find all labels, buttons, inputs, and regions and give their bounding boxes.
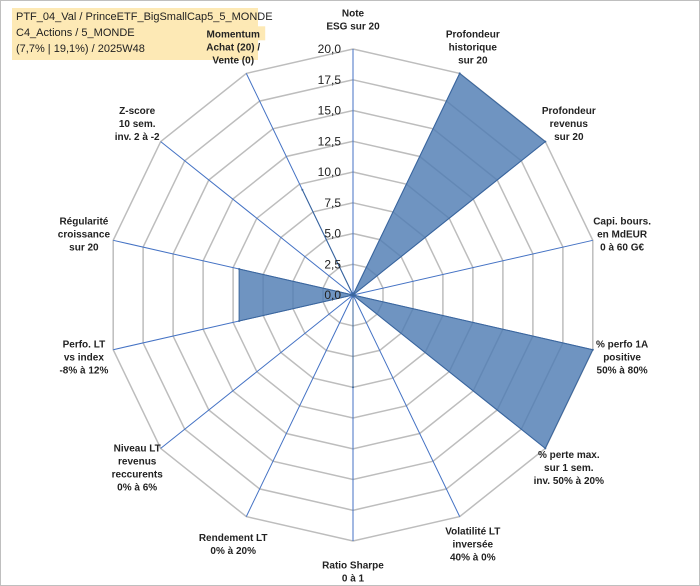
tick-label-5: 12,5	[318, 134, 342, 148]
axis-label-group-2: Profondeur revenus sur 20	[542, 106, 596, 143]
chart-header: PTF_04_Val / PrinceETF_BigSmallCap5_5_MO…	[12, 8, 273, 60]
header-line-3: (7,7% | 19,1%) / 2025W48	[16, 43, 145, 55]
axis-label-group-4: % perfo 1A positive 50% à 80%	[596, 339, 648, 376]
tick-label-3: 7,5	[324, 196, 341, 210]
axis-label-13-2: Vente (0)	[212, 55, 254, 66]
axis-spoke-9	[160, 294, 354, 449]
axis-spoke-3	[352, 239, 593, 296]
tick-label-6: 15,0	[318, 104, 342, 118]
axis-label-group-10: Perfo. LT vs index -8% à 12%	[59, 339, 108, 376]
axis-label-11-2: sur 20	[69, 243, 99, 254]
axis-label-13-0: Momentum	[207, 29, 260, 40]
series-point-12	[352, 294, 354, 296]
axis-label-4-2: 50% à 80%	[597, 365, 648, 376]
tick-label-2: 5,0	[324, 227, 341, 241]
axis-label-group-0: Note ESG sur 20	[326, 9, 380, 33]
radar-series	[238, 72, 594, 450]
axis-label-9-1: revenus	[118, 457, 157, 468]
series-point-4	[591, 348, 594, 351]
series-point-7	[352, 386, 354, 389]
axis-label-group-8: Rendement LT 0% à 20%	[199, 533, 268, 557]
axis-label-7-0: Ratio Sharpe	[322, 561, 384, 572]
axis-label-group-12: Z-score 10 sem. inv. 2 à -2	[115, 106, 160, 143]
header-line-1: PTF_04_Val / PrinceETF_BigSmallCap5_5_MO…	[16, 11, 273, 23]
axis-label-8-0: Rendement LT	[199, 533, 268, 544]
axis-label-10-2: -8% à 12%	[59, 365, 108, 376]
axis-label-3-2: 0 à 60 G€	[600, 243, 644, 254]
axis-label-2-2: sur 20	[554, 132, 584, 143]
axis-label-group-5: % perte max. sur 1 sem. inv. 50% à 20%	[534, 450, 605, 487]
axis-label-6-0: Volatilité LT	[445, 527, 500, 538]
axis-label-group-11: Régularité croissance sur 20	[58, 217, 111, 254]
axis-label-6-1: inversée	[453, 540, 494, 551]
axis-label-3-0: Capi. bours.	[593, 217, 651, 228]
axis-spoke-12	[160, 141, 354, 296]
axis-label-group-3: Capi. bours. en MdEUR 0 à 60 G€	[593, 217, 651, 254]
axis-label-group-13: Momentum Achat (20) / Vente (0)	[201, 26, 266, 66]
axis-label-group-7: Ratio Sharpe 0 à 1	[322, 561, 384, 585]
axis-label-9-3: 0% à 6%	[117, 483, 157, 494]
axis-label-12-2: inv. 2 à -2	[115, 132, 160, 143]
axis-label-4-1: positive	[603, 352, 641, 363]
axis-label-10-0: Perfo. LT	[63, 339, 106, 350]
tick-label-1: 2,5	[324, 257, 341, 271]
axis-label-12-0: Z-score	[119, 106, 156, 117]
axis-label-group-6: Volatilité LT inversée 40% à 0%	[445, 527, 500, 564]
axis-label-12-1: 10 sem.	[119, 119, 156, 130]
axis-label-11-1: croissance	[58, 230, 111, 241]
axis-label-group-9: Niveau LT revenus reccurents 0% à 6%	[112, 444, 164, 494]
axis-label-group-1: Profondeur historique sur 20	[446, 29, 500, 66]
radar-tick-labels: 0,0 2,5 5,0 7,5 10,0 12,5 15,0 17,5 20,0	[318, 42, 342, 302]
axis-label-10-1: vs index	[64, 352, 104, 363]
axis-label-1-2: sur 20	[458, 55, 488, 66]
axis-label-0-1: ESG sur 20	[326, 22, 380, 33]
series-point-2	[544, 140, 547, 143]
axis-label-3-1: en MdEUR	[597, 230, 648, 241]
series-point-10	[238, 320, 241, 322]
series-area-0	[238, 72, 594, 450]
axis-label-5-2: inv. 50% à 20%	[534, 476, 605, 487]
axis-label-0-0: Note	[342, 9, 365, 20]
axis-label-2-1: revenus	[550, 119, 589, 130]
series-point-5	[544, 447, 547, 450]
axis-label-9-0: Niveau LT	[114, 444, 161, 455]
series-point-13	[301, 188, 304, 191]
series-point-1	[458, 72, 461, 75]
header-line-2: C4_Actions / 5_MONDE	[16, 27, 135, 39]
axis-label-1-1: historique	[449, 42, 498, 53]
axis-label-7-1: 0 à 1	[342, 574, 365, 585]
axis-label-9-2: reccurents	[112, 470, 164, 481]
tick-label-8: 20,0	[318, 42, 342, 56]
series-point-11	[238, 268, 241, 270]
axis-label-5-1: sur 1 sem.	[544, 463, 594, 474]
axis-label-1-0: Profondeur	[446, 29, 500, 40]
axis-spoke-8	[245, 294, 354, 517]
axis-label-13-1: Achat (20) /	[206, 42, 260, 53]
axis-spoke-6	[352, 294, 461, 517]
axis-label-4-0: % perfo 1A	[596, 339, 648, 350]
axis-label-11-0: Régularité	[59, 217, 108, 228]
radar-axis-labels: Note ESG sur 20 Profondeur historique sur 20…	[58, 9, 651, 585]
tick-label-4: 10,0	[318, 165, 342, 179]
axis-label-5-0: % perte max.	[538, 450, 600, 461]
tick-label-0: 0,0	[324, 288, 341, 302]
axis-label-8-1: 0% à 20%	[210, 546, 256, 557]
tick-label-7: 17,5	[318, 73, 342, 87]
axis-label-highlight	[201, 26, 266, 41]
axis-label-2-0: Profondeur	[542, 106, 596, 117]
axis-label-6-2: 40% à 0%	[450, 553, 496, 564]
